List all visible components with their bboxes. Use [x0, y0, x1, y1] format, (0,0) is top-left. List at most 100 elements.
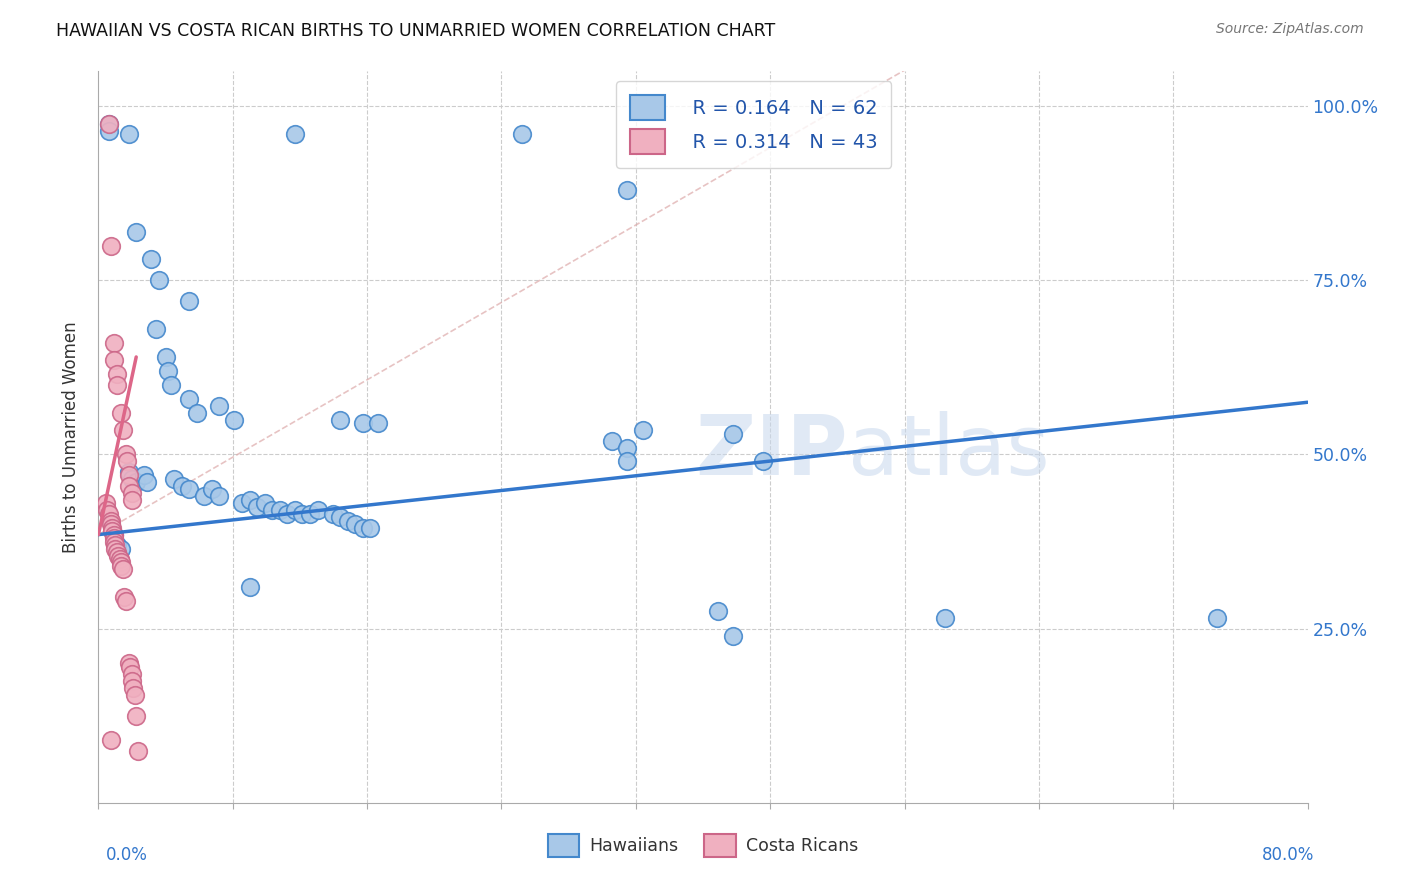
Point — [115, 454, 138, 468]
Point — [121, 485, 143, 500]
Point — [96, 503, 118, 517]
Point — [170, 479, 193, 493]
Point — [307, 503, 329, 517]
Point — [616, 454, 638, 468]
Point — [108, 552, 131, 566]
Point — [110, 558, 132, 573]
Point — [145, 322, 167, 336]
Point — [1206, 611, 1229, 625]
Point — [100, 517, 122, 532]
Point — [103, 527, 125, 541]
Point — [121, 492, 143, 507]
Point — [103, 534, 125, 549]
Point — [602, 434, 624, 448]
Point — [239, 492, 262, 507]
Point — [934, 611, 956, 625]
Point — [118, 479, 141, 493]
Point — [132, 468, 155, 483]
Point — [193, 489, 215, 503]
Point — [122, 681, 145, 695]
Point — [121, 472, 143, 486]
Point — [125, 225, 148, 239]
Point — [100, 733, 122, 747]
Point — [118, 468, 141, 483]
Point — [105, 377, 128, 392]
Point — [156, 364, 179, 378]
Point — [121, 667, 143, 681]
Point — [284, 503, 307, 517]
Point — [329, 510, 352, 524]
Y-axis label: Births to Unmarried Women: Births to Unmarried Women — [62, 321, 80, 553]
Point — [103, 527, 125, 541]
Point — [141, 252, 163, 267]
Point — [707, 604, 730, 618]
Point — [510, 127, 533, 141]
Point — [105, 538, 128, 552]
Point — [262, 503, 284, 517]
Point — [284, 127, 307, 141]
Point — [148, 273, 170, 287]
Point — [110, 556, 132, 570]
Point — [163, 472, 186, 486]
Point — [111, 562, 134, 576]
Point — [160, 377, 183, 392]
Point — [179, 392, 201, 406]
Point — [723, 426, 745, 441]
Point — [105, 368, 128, 382]
Point — [103, 336, 125, 351]
Point — [360, 521, 382, 535]
Point — [631, 423, 654, 437]
Point — [616, 441, 638, 455]
Point — [98, 117, 121, 131]
Point — [344, 517, 367, 532]
Point — [105, 545, 128, 559]
Point — [616, 183, 638, 197]
Text: HAWAIIAN VS COSTA RICAN BIRTHS TO UNMARRIED WOMEN CORRELATION CHART: HAWAIIAN VS COSTA RICAN BIRTHS TO UNMARR… — [56, 22, 776, 40]
Point — [110, 541, 132, 556]
Point — [118, 127, 141, 141]
Point — [352, 521, 374, 535]
Point — [110, 406, 132, 420]
Point — [208, 489, 231, 503]
Point — [276, 507, 298, 521]
Point — [100, 238, 122, 252]
Point — [103, 531, 125, 545]
Point — [224, 412, 246, 426]
Point — [269, 503, 291, 517]
Point — [253, 496, 276, 510]
Point — [103, 353, 125, 368]
Point — [239, 580, 262, 594]
Point — [179, 483, 201, 497]
Point — [112, 591, 135, 605]
Point — [179, 294, 201, 309]
Point — [104, 541, 127, 556]
Point — [752, 454, 775, 468]
Text: 80.0%: 80.0% — [1263, 846, 1315, 863]
Point — [291, 507, 314, 521]
Point — [114, 448, 136, 462]
Point — [118, 465, 141, 479]
Point — [186, 406, 208, 420]
Point — [114, 594, 136, 608]
Point — [121, 673, 143, 688]
Point — [125, 708, 148, 723]
Point — [322, 507, 344, 521]
Point — [127, 743, 149, 757]
Point — [101, 524, 124, 538]
Point — [336, 514, 359, 528]
Point — [100, 514, 122, 528]
Point — [107, 549, 129, 563]
Point — [111, 423, 134, 437]
Point — [135, 475, 157, 490]
Point — [208, 399, 231, 413]
Point — [201, 483, 224, 497]
Point — [124, 688, 146, 702]
Text: Source: ZipAtlas.com: Source: ZipAtlas.com — [1216, 22, 1364, 37]
Point — [118, 657, 141, 671]
Point — [125, 475, 148, 490]
Point — [98, 507, 121, 521]
Point — [120, 660, 142, 674]
Text: ZIP: ZIP — [696, 411, 848, 492]
Point — [299, 507, 322, 521]
Point — [155, 350, 177, 364]
